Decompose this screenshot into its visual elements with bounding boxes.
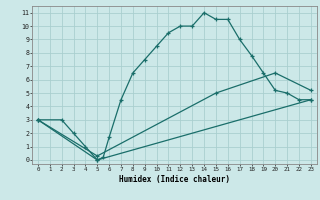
X-axis label: Humidex (Indice chaleur): Humidex (Indice chaleur) xyxy=(119,175,230,184)
